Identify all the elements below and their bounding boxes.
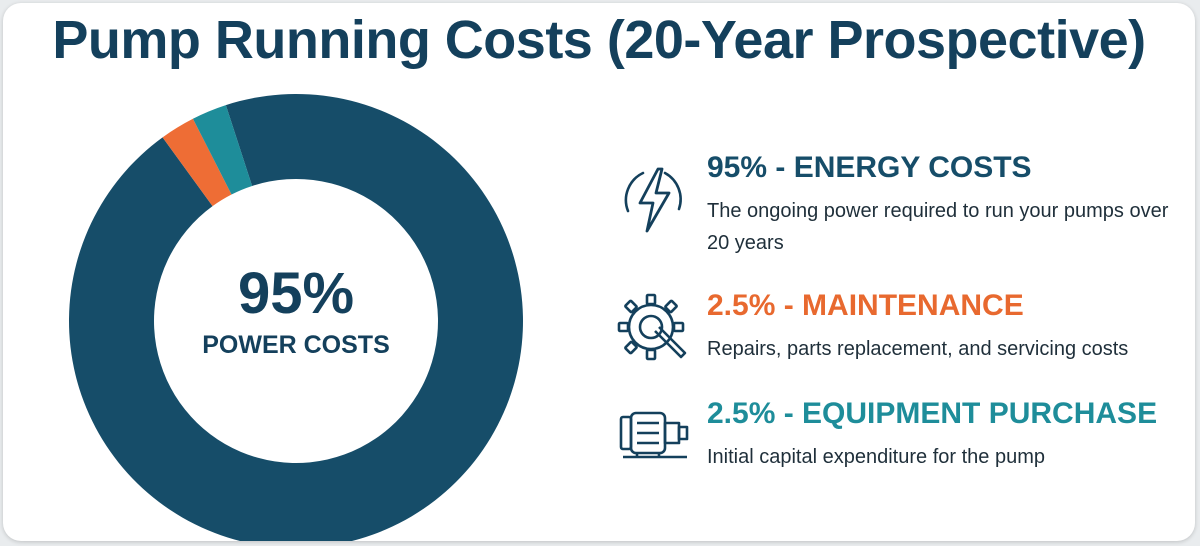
donut-slices — [69, 94, 523, 541]
donut-center-value: 95% — [238, 261, 354, 326]
donut-center-label: POWER COSTS — [202, 331, 390, 359]
legend-description-maintenance: Repairs, parts replacement, and servicin… — [707, 338, 1129, 360]
legend-description-equipment: Initial capital expenditure for the pump — [707, 446, 1045, 468]
legend-heading-equipment: 2.5% - EQUIPMENT PURCHASE — [707, 397, 1158, 430]
donut-slice-equipment-purchase — [192, 105, 253, 195]
donut-slice-maintenance — [162, 118, 232, 207]
pump-motor-icon — [619, 411, 689, 459]
donut-slice-energy-costs — [69, 94, 523, 541]
legend-heading-maintenance: 2.5% - MAINTENANCE — [707, 289, 1024, 322]
lightning-bolt-icon — [624, 167, 682, 233]
infographic-card: Pump Running Costs (20-Year Prospective)… — [3, 3, 1195, 541]
gear-wrench-icon — [617, 293, 687, 361]
page-title: Pump Running Costs (20-Year Prospective) — [52, 10, 1146, 70]
donut-chart: 95% POWER COSTS — [69, 94, 523, 541]
legend-description-energy: The ongoing power required to run your p… — [707, 200, 1169, 254]
legend-heading-energy: 95% - ENERGY COSTS — [707, 151, 1032, 184]
